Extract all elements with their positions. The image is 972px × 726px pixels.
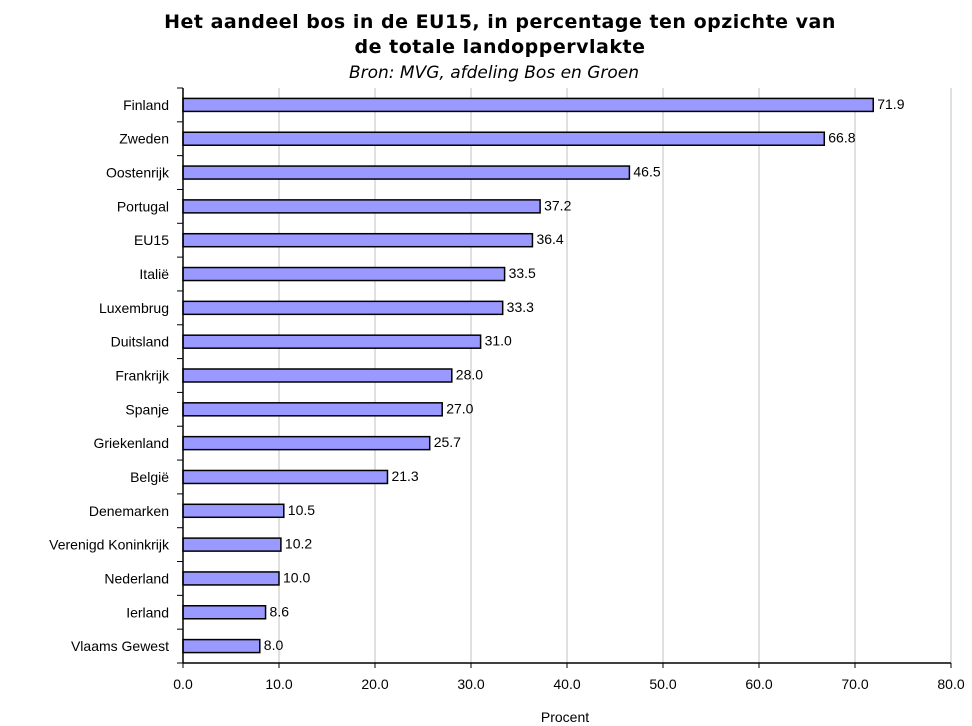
category-label: Denemarken [89,503,169,519]
bars [182,97,874,654]
bar [182,266,506,282]
bar [182,571,280,586]
data-label: 28.0 [456,367,483,383]
x-axis-label: Procent [541,709,589,725]
category-label: Vlaams Gewest [71,638,169,654]
bar [182,131,826,146]
category-label: Griekenland [94,435,170,451]
data-label: 8.6 [270,603,290,619]
category-label: Italië [139,266,169,282]
bar [182,232,534,248]
bar [182,165,631,180]
bar [182,300,504,316]
bar [182,503,285,519]
bar [182,402,443,417]
x-tick-label: 20.0 [361,676,388,692]
data-label: 71.9 [877,96,904,112]
data-label: 8.0 [264,637,284,653]
axes [177,87,952,668]
data-label: 10.0 [283,569,310,585]
category-label: Verenigd Koninkrijk [49,537,170,553]
x-tick-label: 80.0 [937,676,964,692]
data-label: 10.5 [288,502,315,518]
category-label: Duitsland [111,334,169,350]
bar [182,605,267,620]
bar [182,334,482,349]
bar [182,368,453,383]
data-label: 33.5 [509,265,536,281]
bar [182,638,261,654]
bar [182,469,389,485]
category-label: Oostenrijk [106,165,170,181]
category-label: Spanje [125,401,169,417]
bar [182,199,541,214]
data-label: 66.8 [828,130,855,146]
category-label: Luxembrug [99,300,169,316]
x-tick-label: 60.0 [745,676,772,692]
x-tick-label: 40.0 [553,676,580,692]
x-tick-label: 70.0 [841,676,868,692]
x-tick-label: 30.0 [457,676,484,692]
category-label: EU15 [134,232,169,248]
category-label: Ierland [126,604,169,620]
data-label: 25.7 [434,434,461,450]
data-label: 33.3 [507,299,534,315]
category-label: Zweden [119,131,169,147]
x-tick-label: 50.0 [649,676,676,692]
data-label: 21.3 [391,468,418,484]
chart-title-line1: Het aandeel bos in de EU15, in percentag… [164,11,836,33]
category-label: Portugal [117,198,169,214]
bar [182,97,874,113]
data-label: 46.5 [633,164,660,180]
data-label: 27.0 [446,400,473,416]
data-label: 37.2 [544,197,571,213]
labels: 0.0 10.0 20.0 30.0 40.0 50.0 60.0 70.0 80.0 Finla… [49,96,965,692]
chart-subtitle: Bron: MVG, afdeling Bos en Groen [349,63,639,83]
chart-title-line2: de totale landoppervlakte [355,36,646,58]
category-label: België [130,469,169,485]
gridlines [278,88,952,663]
category-label: Finland [123,97,169,113]
bar [182,435,431,451]
category-label: Nederland [104,570,169,586]
x-tick-label: 0.0 [173,676,193,692]
x-tick-label: 10.0 [265,676,292,692]
data-label: 10.2 [285,536,312,552]
bar [182,537,282,552]
data-label: 31.0 [485,333,512,349]
data-label: 36.4 [536,231,563,247]
category-label: Frankrijk [115,368,170,384]
